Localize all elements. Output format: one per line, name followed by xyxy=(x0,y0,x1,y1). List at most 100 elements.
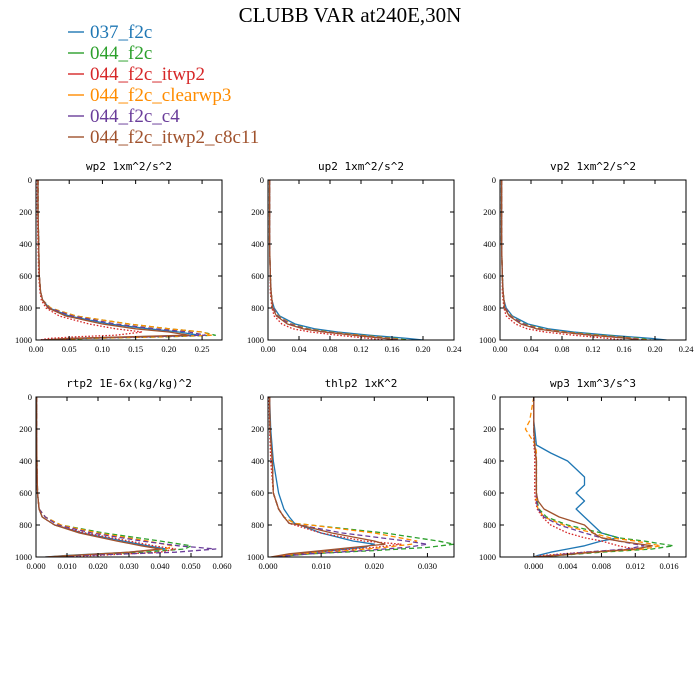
series-line-1-0 xyxy=(268,180,424,340)
plot-frame-2 xyxy=(499,179,687,341)
ytick-label-0-2: 400 xyxy=(19,239,32,249)
ytick-label-5-4: 800 xyxy=(483,520,496,530)
series-line-3-1 xyxy=(36,397,192,557)
panel-title-0: wp2 1xm^2/s^2 xyxy=(86,160,172,173)
xtick-label-1-6: 0.24 xyxy=(447,344,463,354)
series-line-2-0 xyxy=(500,180,667,340)
xtick-label-1-5: 0.20 xyxy=(416,344,431,354)
xtick-label-1-3: 0.12 xyxy=(354,344,369,354)
ytick-label-2-5: 1000 xyxy=(479,335,496,345)
series-line-1-5 xyxy=(268,180,396,340)
series-line-4-5 xyxy=(268,397,386,557)
series-line-5-0 xyxy=(533,397,620,557)
ytick-label-1-0: 0 xyxy=(260,175,264,185)
ytick-label-5-0: 0 xyxy=(492,392,496,402)
ytick-label-1-1: 200 xyxy=(251,207,264,217)
panel-5: wp3 1xm^3/s^3 0 200 400 600 800 1000 0.000 0.004… xyxy=(479,377,687,571)
panel-3: rtp2 1E-6x(kg/kg)^2 0 200 400 600 800 10000.00… xyxy=(15,377,232,571)
legend-entry-2: 044_f2c_itwp2 xyxy=(90,64,205,85)
series-line-1-2 xyxy=(268,180,385,340)
legend-entry-1: 044_f2c xyxy=(90,43,152,64)
xtick-label-0-1: 0.05 xyxy=(62,344,77,354)
ytick-label-4-3: 600 xyxy=(251,488,264,498)
xtick-label-5-4: 0.016 xyxy=(660,561,679,571)
xtick-label-0-0: 0.00 xyxy=(29,344,44,354)
xtick-label-0-4: 0.20 xyxy=(161,344,176,354)
ytick-label-3-5: 1000 xyxy=(15,552,32,562)
ytick-label-4-4: 800 xyxy=(251,520,264,530)
xtick-label-2-3: 0.12 xyxy=(586,344,601,354)
ytick-label-4-0: 0 xyxy=(260,392,264,402)
ytick-label-5-5: 1000 xyxy=(479,552,496,562)
xtick-label-3-6: 0.060 xyxy=(212,561,231,571)
xtick-label-2-1: 0.04 xyxy=(524,344,540,354)
ytick-label-0-3: 600 xyxy=(19,271,32,281)
ytick-label-2-4: 800 xyxy=(483,303,496,313)
series-line-0-4 xyxy=(37,180,207,340)
ytick-label-0-4: 800 xyxy=(19,303,32,313)
panel-title-3: rtp2 1E-6x(kg/kg)^2 xyxy=(66,377,192,390)
series-line-0-3 xyxy=(37,180,213,340)
ytick-label-0-0: 0 xyxy=(28,175,32,185)
ytick-label-2-1: 200 xyxy=(483,207,496,217)
plot-frame-3 xyxy=(35,396,223,558)
xtick-label-2-4: 0.16 xyxy=(617,344,632,354)
ytick-label-3-2: 400 xyxy=(19,456,32,466)
legend-entry-5: 044_f2c_itwp2_c8c11 xyxy=(90,127,259,148)
series-line-1-4 xyxy=(268,180,400,340)
ytick-label-3-0: 0 xyxy=(28,392,32,402)
series-line-3-4 xyxy=(36,397,217,557)
plot-frame-1 xyxy=(267,179,455,341)
xtick-label-2-6: 0.24 xyxy=(679,344,695,354)
xtick-label-3-3: 0.030 xyxy=(119,561,138,571)
xtick-label-1-4: 0.16 xyxy=(385,344,400,354)
series-line-5-2 xyxy=(533,397,636,557)
xtick-label-0-5: 0.25 xyxy=(195,344,210,354)
ytick-label-3-4: 800 xyxy=(19,520,32,530)
panel-title-2: vp2 1xm^2/s^2 xyxy=(550,160,636,173)
ytick-label-3-3: 600 xyxy=(19,488,32,498)
series-line-1-1 xyxy=(268,180,408,340)
series-line-1-3 xyxy=(268,180,404,340)
series-line-2-5 xyxy=(500,180,640,340)
xtick-label-4-2: 0.020 xyxy=(365,561,384,571)
ytick-label-2-0: 0 xyxy=(492,175,496,185)
ytick-label-0-5: 1000 xyxy=(15,335,32,345)
xtick-label-2-0: 0.00 xyxy=(493,344,508,354)
ytick-label-5-1: 200 xyxy=(483,424,496,434)
ytick-label-1-3: 600 xyxy=(251,271,264,281)
ytick-label-4-1: 200 xyxy=(251,424,264,434)
xtick-label-4-0: 0.000 xyxy=(258,561,277,571)
legend-entry-0: 037_f2c xyxy=(90,22,152,43)
xtick-label-1-0: 0.00 xyxy=(261,344,276,354)
xtick-label-5-3: 0.012 xyxy=(626,561,645,571)
series-line-5-5 xyxy=(533,397,653,557)
series-line-4-0 xyxy=(268,397,375,557)
ytick-label-3-1: 200 xyxy=(19,424,32,434)
ytick-label-1-5: 1000 xyxy=(247,335,264,345)
xtick-label-3-4: 0.040 xyxy=(150,561,169,571)
series-line-2-4 xyxy=(500,180,644,340)
series-line-4-4 xyxy=(268,397,429,557)
series-line-2-1 xyxy=(500,180,652,340)
series-line-0-0 xyxy=(37,180,200,340)
legend: 037_f2c044_f2c044_f2c_itwp2044_f2c_clear… xyxy=(68,22,259,148)
series-line-2-2 xyxy=(500,180,625,340)
panel-title-1: up2 1xm^2/s^2 xyxy=(318,160,404,173)
ytick-label-2-2: 400 xyxy=(483,239,496,249)
series-line-5-4 xyxy=(533,397,645,557)
plot-frame-0 xyxy=(35,179,223,341)
xtick-label-4-3: 0.030 xyxy=(418,561,437,571)
ytick-label-4-5: 1000 xyxy=(247,552,264,562)
series-line-0-2 xyxy=(36,180,143,340)
panel-title-4: thlp2 1xK^2 xyxy=(325,377,398,390)
xtick-label-4-1: 0.010 xyxy=(312,561,331,571)
xtick-label-5-2: 0.008 xyxy=(592,561,611,571)
xtick-label-2-2: 0.08 xyxy=(555,344,570,354)
series-line-3-0 xyxy=(36,397,167,557)
ytick-label-1-2: 400 xyxy=(251,239,264,249)
